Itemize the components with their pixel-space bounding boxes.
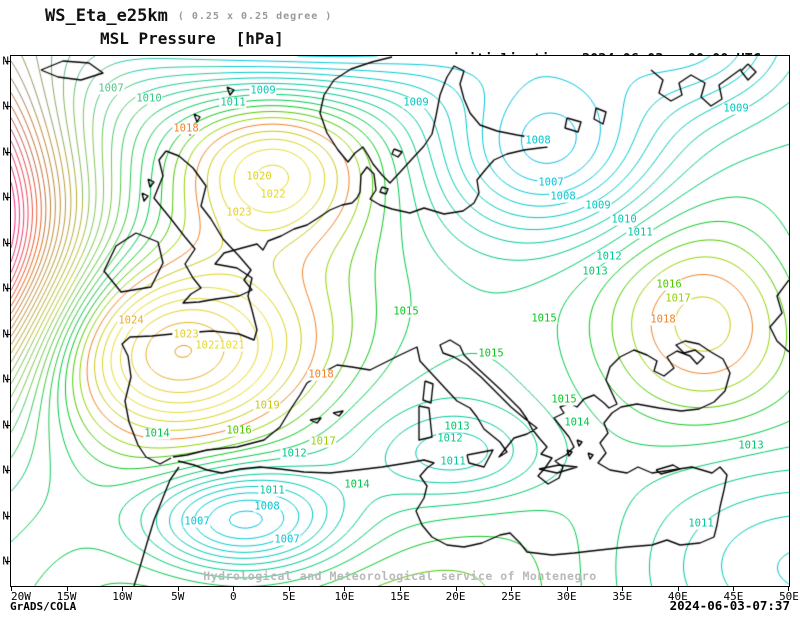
model-name: WS_Eta_e25km [45, 6, 168, 26]
lat-tick [5, 379, 10, 381]
lon-tick [11, 586, 12, 591]
lon-tick-label: 45E [723, 590, 744, 603]
lon-tick-label: 20W [11, 590, 31, 603]
lon-tick-label: 40E [667, 590, 688, 603]
contour-label: 1011 [258, 484, 286, 497]
contour-label: 1021 [218, 339, 246, 352]
lon-tick [344, 586, 346, 591]
contour-label: 1007 [273, 533, 301, 546]
lat-tick [5, 61, 10, 62]
contour-label: 1009 [402, 96, 430, 109]
lon-tick [733, 586, 735, 591]
contour-label: 1012 [436, 432, 464, 445]
lon-tick-label: 35E [612, 590, 633, 603]
lat-tick [5, 560, 10, 562]
contour-label: 1018 [307, 368, 335, 381]
lat-tick [5, 288, 10, 290]
field-name: MSL Pressure [100, 29, 216, 48]
contour-label: 1010 [135, 92, 163, 105]
lon-tick-label: 10E [334, 590, 355, 603]
contour-label: 1011 [219, 96, 247, 109]
contour-label: 1014 [343, 478, 371, 491]
creation-timestamp: 2024-06-03-07:37 [669, 598, 790, 613]
field-title-line: MSL Pressure [hPa] [100, 29, 284, 48]
units-label: [hPa] [235, 29, 284, 48]
lon-tick-label: 25E [501, 590, 522, 603]
lon-tick [66, 586, 68, 591]
lon-tick [788, 586, 789, 591]
contour-label: 1007 [97, 82, 125, 95]
lat-tick [5, 424, 10, 426]
lon-tick [177, 586, 179, 591]
lat-tick [5, 151, 10, 153]
contour-label: 1012 [595, 250, 623, 263]
lon-tick [622, 586, 624, 591]
lon-tick-label: 50E [779, 590, 799, 603]
contour-label: 1015 [477, 347, 505, 360]
contour-label: 1013 [737, 439, 765, 452]
lat-tick [5, 106, 10, 108]
contour-label: 1023 [225, 206, 253, 219]
contour-label: 1015 [530, 312, 558, 325]
lon-tick [566, 586, 568, 591]
contour-label: 1015 [392, 305, 420, 318]
contour-label: 1009 [722, 102, 750, 115]
contour-label: 1024 [117, 314, 145, 327]
contour-label: 1009 [584, 199, 612, 212]
lon-tick-label: 5E [282, 590, 296, 603]
lon-tick [455, 586, 457, 591]
lon-tick-label: 15W [56, 590, 77, 603]
lat-tick [5, 470, 10, 472]
contour-label: 1008 [549, 190, 577, 203]
lon-tick [511, 586, 513, 591]
lat-tick [5, 242, 10, 244]
contour-label: 1008 [524, 134, 552, 147]
contour-label: 1011 [439, 455, 467, 468]
contour-label: 1011 [626, 226, 654, 239]
contour-label: 1011 [687, 517, 715, 530]
contour-label: 1022 [259, 188, 287, 201]
lon-tick [677, 586, 679, 591]
lon-tick-label: 10W [112, 590, 133, 603]
contour-label: 1010 [610, 213, 638, 226]
lat-tick [5, 333, 10, 335]
pressure-map: 1007 1009 1010 1011 1009 1009 1018 1008 1020 1007… [2, 55, 799, 604]
contour-label: 1014 [563, 416, 591, 429]
contour-label: 1022 [194, 339, 222, 352]
contour-label: 1013 [581, 265, 609, 278]
contour-label: 1020 [245, 170, 273, 183]
contour-label: 1012 [280, 447, 308, 460]
chart-title-line: WS_Eta_e25km ( 0.25 x 0.25 degree ) [45, 6, 332, 26]
lon-tick [233, 586, 235, 591]
lat-tick [5, 515, 10, 517]
contour-label: 1018 [172, 122, 200, 135]
contour-label: 1007 [537, 176, 565, 189]
lon-tick-label: 30E [556, 590, 577, 603]
watermark: Hydrological and Meteorological service … [203, 569, 597, 583]
contour-label: 1013 [443, 420, 471, 433]
lon-tick-label: 20E [445, 590, 466, 603]
contour-label: 1017 [664, 292, 692, 305]
contour-label: 1015 [550, 393, 578, 406]
contour-label: 1018 [649, 313, 677, 326]
resolution-label: ( 0.25 x 0.25 degree ) [177, 11, 333, 22]
contour-label: 1016 [225, 424, 253, 437]
lon-tick [288, 586, 290, 591]
contour-label: 1009 [249, 84, 277, 97]
contour-label: 1023 [172, 328, 200, 341]
grads-credit: GrADS/COLA [10, 600, 77, 613]
lon-tick-label: 15E [390, 590, 410, 603]
lon-tick-label: 0 [229, 590, 237, 603]
lon-tick-label: 5W [171, 590, 185, 603]
lat-tick [5, 197, 10, 199]
lon-tick [122, 586, 124, 591]
contour-label: 1019 [253, 399, 281, 412]
lon-tick [400, 586, 401, 591]
contour-label: 1008 [253, 500, 281, 513]
contour-label: 1017 [309, 435, 337, 448]
contour-label: 1016 [655, 278, 683, 291]
contour-label: 1007 [183, 515, 211, 528]
contour-label: 1014 [143, 427, 171, 440]
